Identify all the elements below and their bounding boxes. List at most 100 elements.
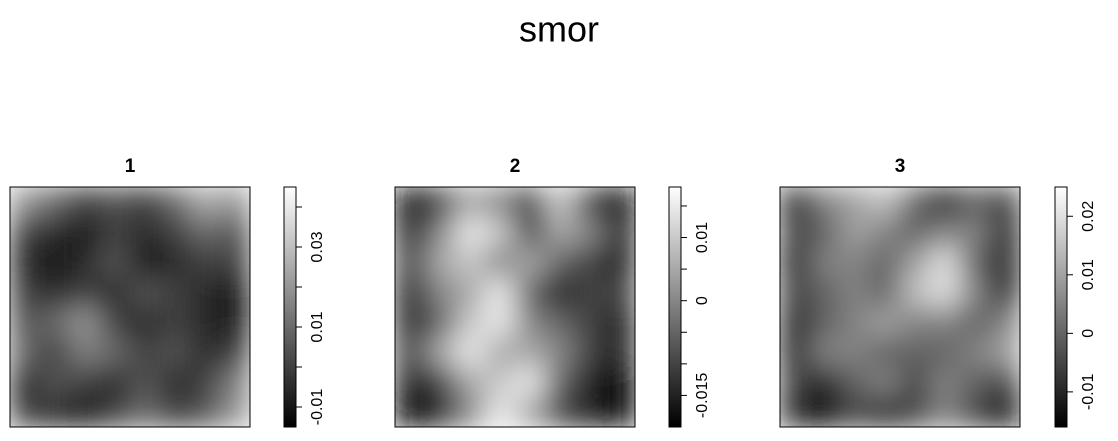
cell [100, 337, 131, 368]
cell [10, 367, 41, 398]
cell [130, 337, 161, 368]
cell [545, 187, 576, 218]
cell [960, 367, 991, 398]
tick-label: 0.01 [309, 311, 326, 342]
cell [780, 337, 811, 368]
cell [395, 277, 426, 308]
cell [425, 397, 456, 427]
cell [485, 277, 516, 308]
cell [545, 337, 576, 368]
cell [870, 247, 901, 278]
cell [780, 247, 811, 278]
cell [780, 277, 811, 308]
cell [485, 217, 516, 248]
cell [960, 337, 991, 368]
cell [840, 397, 871, 427]
cell [810, 247, 841, 278]
cell [605, 247, 635, 278]
cell [220, 217, 250, 248]
frame [779, 186, 1021, 428]
cell [990, 277, 1020, 308]
cell [960, 307, 991, 338]
cell [930, 397, 961, 427]
cell [545, 307, 576, 338]
cell [575, 307, 606, 338]
cell [990, 337, 1020, 368]
cell [190, 187, 221, 218]
cell [70, 307, 101, 338]
cell [40, 187, 71, 218]
cell [485, 337, 516, 368]
cell [605, 217, 635, 248]
cell [455, 277, 486, 308]
cell [900, 247, 931, 278]
cell [605, 277, 635, 308]
cell [900, 307, 931, 338]
cell [455, 187, 486, 218]
tick-label: 0.01 [694, 222, 711, 253]
cell [160, 367, 191, 398]
cell [10, 247, 41, 278]
heatmap [395, 187, 635, 427]
cell [100, 247, 131, 278]
cell [425, 247, 456, 278]
cell [130, 367, 161, 398]
cell [515, 277, 546, 308]
cell [545, 397, 576, 427]
cell [810, 337, 841, 368]
tick-label: -0.015 [694, 373, 711, 418]
colorbar [283, 186, 297, 428]
cell [900, 187, 931, 218]
cell [870, 337, 901, 368]
cell [960, 397, 991, 427]
cell [870, 277, 901, 308]
panel-title: 3 [895, 156, 906, 177]
cell [870, 367, 901, 398]
cell [70, 277, 101, 308]
cell [40, 247, 71, 278]
frame [394, 186, 636, 428]
cell [990, 397, 1020, 427]
cell [545, 217, 576, 248]
cell [810, 307, 841, 338]
cell [930, 217, 961, 248]
tick-label: 0 [1080, 329, 1097, 338]
cell [395, 307, 426, 338]
cell [130, 397, 161, 427]
cell [10, 397, 41, 427]
tick-label: -0.01 [309, 389, 326, 426]
cell [485, 187, 516, 218]
cell [40, 397, 71, 427]
cell [160, 217, 191, 248]
cell [780, 187, 811, 218]
cell [100, 397, 131, 427]
cell [455, 247, 486, 278]
cell [870, 307, 901, 338]
cell [220, 187, 250, 218]
cell [425, 277, 456, 308]
cell [485, 307, 516, 338]
cell [190, 397, 221, 427]
cell [515, 307, 546, 338]
cell [840, 247, 871, 278]
cell [810, 397, 841, 427]
cell [190, 217, 221, 248]
cell [70, 397, 101, 427]
tick-label: 0.02 [1080, 201, 1097, 232]
cell [900, 397, 931, 427]
cell [425, 307, 456, 338]
cell [960, 187, 991, 218]
cell [160, 187, 191, 218]
cell [130, 247, 161, 278]
cell [395, 397, 426, 427]
cell [810, 367, 841, 398]
cell [930, 187, 961, 218]
cell [220, 337, 250, 368]
tick-label: 0 [694, 296, 711, 305]
cell [190, 277, 221, 308]
cell [100, 277, 131, 308]
figure-title: smor [519, 9, 599, 50]
panel-title: 1 [125, 156, 136, 177]
cell [40, 367, 71, 398]
